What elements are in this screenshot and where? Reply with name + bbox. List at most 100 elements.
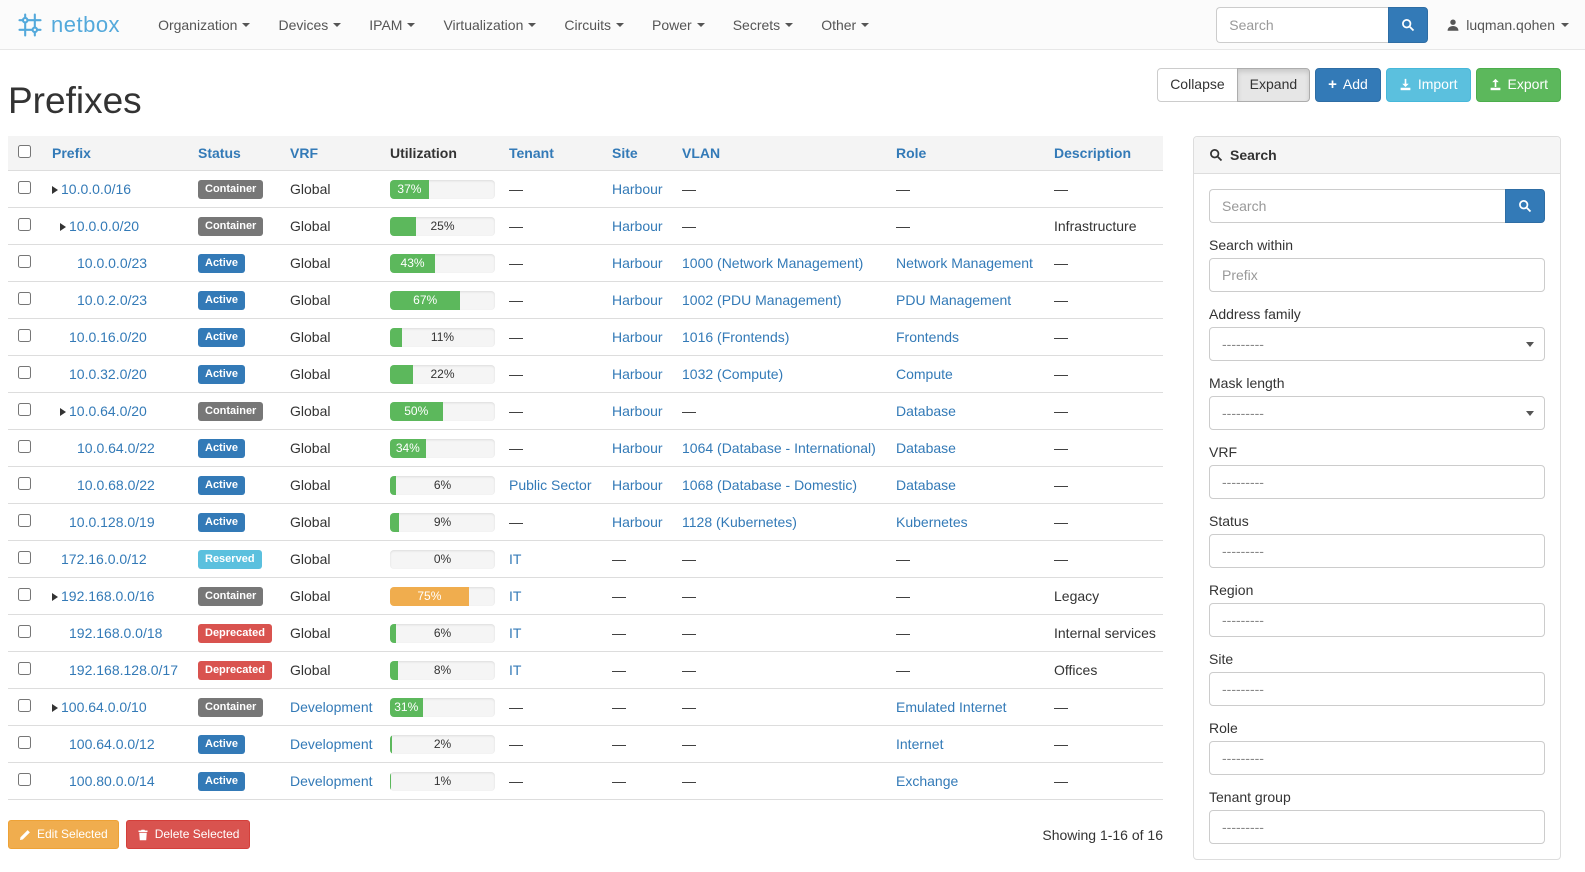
role-link[interactable]: Database	[896, 440, 956, 456]
vrf-link[interactable]: Development	[290, 736, 373, 752]
tenant-link[interactable]: Public Sector	[509, 477, 592, 493]
vlan-link[interactable]: 1032 (Compute)	[682, 366, 784, 382]
column-header-vrf[interactable]: VRF	[282, 136, 382, 171]
prefix-link[interactable]: 10.0.64.0/22	[77, 440, 155, 456]
role-link[interactable]: Database	[896, 477, 956, 493]
role-link[interactable]: Emulated Internet	[896, 699, 1007, 715]
prefix-link[interactable]: 172.16.0.0/12	[61, 551, 147, 567]
import-button[interactable]: Import	[1385, 68, 1471, 102]
row-checkbox[interactable]	[18, 773, 31, 786]
row-checkbox[interactable]	[18, 255, 31, 268]
vlan-link[interactable]: 1128 (Kubernetes)	[682, 514, 797, 530]
role-link[interactable]: Database	[896, 403, 956, 419]
delete-selected-button[interactable]: Delete Selected	[125, 820, 251, 850]
row-checkbox[interactable]	[18, 514, 31, 527]
edit-selected-button[interactable]: Edit Selected	[8, 820, 119, 850]
prefix-link[interactable]: 10.0.128.0/19	[69, 514, 155, 530]
filter-select-tenant-group[interactable]: ---------	[1209, 810, 1545, 844]
column-header-prefix[interactable]: Prefix	[44, 136, 190, 171]
role-link[interactable]: Frontends	[896, 329, 960, 345]
site-link[interactable]: Harbour	[612, 477, 663, 493]
nav-menu-secrets[interactable]: Secrets	[719, 2, 807, 48]
column-header-status[interactable]: Status	[190, 136, 282, 171]
nav-menu-power[interactable]: Power	[638, 2, 719, 48]
filter-select-status[interactable]: ---------	[1209, 534, 1545, 568]
filter-select-mask-length[interactable]: ---------	[1209, 396, 1545, 430]
site-link[interactable]: Harbour	[612, 366, 663, 382]
site-link[interactable]: Harbour	[612, 255, 663, 271]
prefix-link[interactable]: 192.168.0.0/16	[61, 588, 155, 604]
row-checkbox[interactable]	[18, 699, 31, 712]
tenant-link[interactable]: IT	[509, 551, 522, 567]
role-link[interactable]: Exchange	[896, 773, 959, 789]
nav-menu-circuits[interactable]: Circuits	[550, 2, 638, 48]
site-link[interactable]: Harbour	[612, 514, 663, 530]
prefix-link[interactable]: 100.80.0.0/14	[69, 773, 155, 789]
expand-button[interactable]: Expand	[1236, 68, 1311, 102]
vrf-link[interactable]: Development	[290, 699, 373, 715]
site-link[interactable]: Harbour	[612, 440, 663, 456]
nav-menu-virtualization[interactable]: Virtualization	[429, 2, 550, 48]
column-header-role[interactable]: Role	[888, 136, 1046, 171]
tenant-link[interactable]: IT	[509, 662, 522, 678]
column-header-description[interactable]: Description	[1046, 136, 1163, 171]
filter-search-input[interactable]	[1209, 189, 1505, 223]
row-checkbox[interactable]	[18, 736, 31, 749]
row-checkbox[interactable]	[18, 218, 31, 231]
navbar-search-button[interactable]	[1388, 6, 1429, 43]
nav-menu-ipam[interactable]: IPAM	[355, 2, 429, 48]
export-button[interactable]: Export	[1475, 68, 1561, 102]
prefix-link[interactable]: 100.64.0.0/10	[61, 699, 147, 715]
role-link[interactable]: Network Management	[896, 255, 1033, 271]
row-checkbox[interactable]	[18, 477, 31, 490]
site-link[interactable]: Harbour	[612, 403, 663, 419]
row-checkbox[interactable]	[18, 662, 31, 675]
vrf-link[interactable]: Development	[290, 773, 373, 789]
add-button[interactable]: + Add	[1315, 68, 1381, 102]
netbox-brand[interactable]: netbox	[16, 11, 120, 39]
filter-select-role[interactable]: ---------	[1209, 741, 1545, 775]
nav-menu-devices[interactable]: Devices	[264, 2, 355, 48]
prefix-link[interactable]: 10.0.68.0/22	[77, 477, 155, 493]
column-header-vlan[interactable]: VLAN	[674, 136, 888, 171]
filter-search-button[interactable]	[1505, 189, 1545, 223]
role-link[interactable]: Kubernetes	[896, 514, 968, 530]
vlan-link[interactable]: 1064 (Database - International)	[682, 440, 876, 456]
filter-select-site[interactable]: ---------	[1209, 672, 1545, 706]
site-link[interactable]: Harbour	[612, 292, 663, 308]
prefix-link[interactable]: 10.0.16.0/20	[69, 329, 147, 345]
navbar-search-input[interactable]	[1216, 6, 1389, 43]
nav-menu-other[interactable]: Other	[807, 2, 883, 48]
filter-select-address-family[interactable]: ---------	[1209, 327, 1545, 361]
select-all-checkbox[interactable]	[18, 145, 31, 158]
nav-menu-organization[interactable]: Organization	[144, 2, 264, 48]
filter-select-vrf[interactable]: ---------	[1209, 465, 1545, 499]
role-link[interactable]: Internet	[896, 736, 944, 752]
vlan-link[interactable]: 1016 (Frontends)	[682, 329, 790, 345]
tenant-link[interactable]: IT	[509, 588, 522, 604]
prefix-link[interactable]: 192.168.128.0/17	[69, 662, 178, 678]
prefix-link[interactable]: 10.0.2.0/23	[77, 292, 148, 308]
prefix-link[interactable]: 10.0.0.0/20	[69, 218, 140, 234]
site-link[interactable]: Harbour	[612, 181, 663, 197]
prefix-link[interactable]: 10.0.32.0/20	[69, 366, 147, 382]
role-link[interactable]: PDU Management	[896, 292, 1012, 308]
prefix-link[interactable]: 192.168.0.0/18	[69, 625, 163, 641]
vlan-link[interactable]: 1002 (PDU Management)	[682, 292, 842, 308]
column-header-site[interactable]: Site	[604, 136, 674, 171]
site-link[interactable]: Harbour	[612, 218, 663, 234]
filter-input-search-within[interactable]	[1209, 258, 1545, 292]
prefix-link[interactable]: 10.0.64.0/20	[69, 403, 147, 419]
vlan-link[interactable]: 1000 (Network Management)	[682, 255, 864, 271]
row-checkbox[interactable]	[18, 551, 31, 564]
row-checkbox[interactable]	[18, 329, 31, 342]
collapse-button[interactable]: Collapse	[1157, 68, 1238, 102]
prefix-link[interactable]: 10.0.0.0/16	[61, 181, 132, 197]
tenant-link[interactable]: IT	[509, 625, 522, 641]
column-header-tenant[interactable]: Tenant	[501, 136, 604, 171]
row-checkbox[interactable]	[18, 181, 31, 194]
user-menu[interactable]: luqman.qohen	[1446, 17, 1569, 33]
row-checkbox[interactable]	[18, 625, 31, 638]
row-checkbox[interactable]	[18, 366, 31, 379]
row-checkbox[interactable]	[18, 403, 31, 416]
